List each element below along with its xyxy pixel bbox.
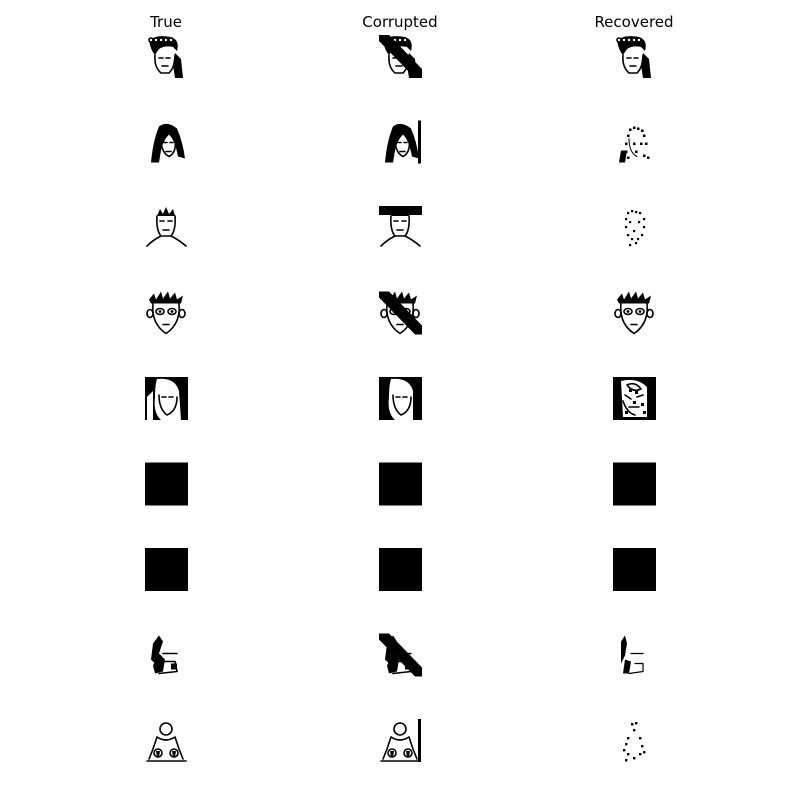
recovered-image-face-6 [613,462,656,506]
corrupted-image-face-8 [379,633,422,677]
corrupted-image-face-9 [379,719,422,762]
recovered-image-face-5 [613,377,656,420]
true-image-face-8 [145,633,188,677]
true-image-face-7 [145,548,188,591]
recovered-image-face-3 [613,206,656,249]
column-title-corrupted: Corrupted [362,13,437,31]
true-image-face-3 [145,206,188,249]
recovered-image-face-1 [613,35,656,78]
true-image-face-4 [145,291,188,335]
recovered-image-face-7 [613,548,656,591]
recovered-image-face-8 [613,633,656,677]
corrupted-image-face-5 [379,377,422,420]
corrupted-image-face-1 [379,35,422,78]
recovered-image-face-9 [613,719,656,762]
image-panels [145,35,656,762]
corrupted-image-face-4 [379,291,422,335]
true-image-face-9 [145,719,188,762]
column-title-recovered: Recovered [594,13,673,31]
true-image-face-6 [145,462,188,506]
corrupted-image-face-6 [379,462,422,506]
corrupted-image-face-3 [379,206,422,249]
corrupted-image-face-7 [379,548,422,591]
true-image-face-1 [145,35,188,78]
recovered-image-face-4 [613,291,656,335]
recovered-image-face-2 [613,120,656,164]
true-image-face-5 [145,377,188,420]
true-image-face-2 [145,120,188,164]
column-title-true: True [149,13,182,31]
corrupted-image-face-2 [379,120,422,164]
